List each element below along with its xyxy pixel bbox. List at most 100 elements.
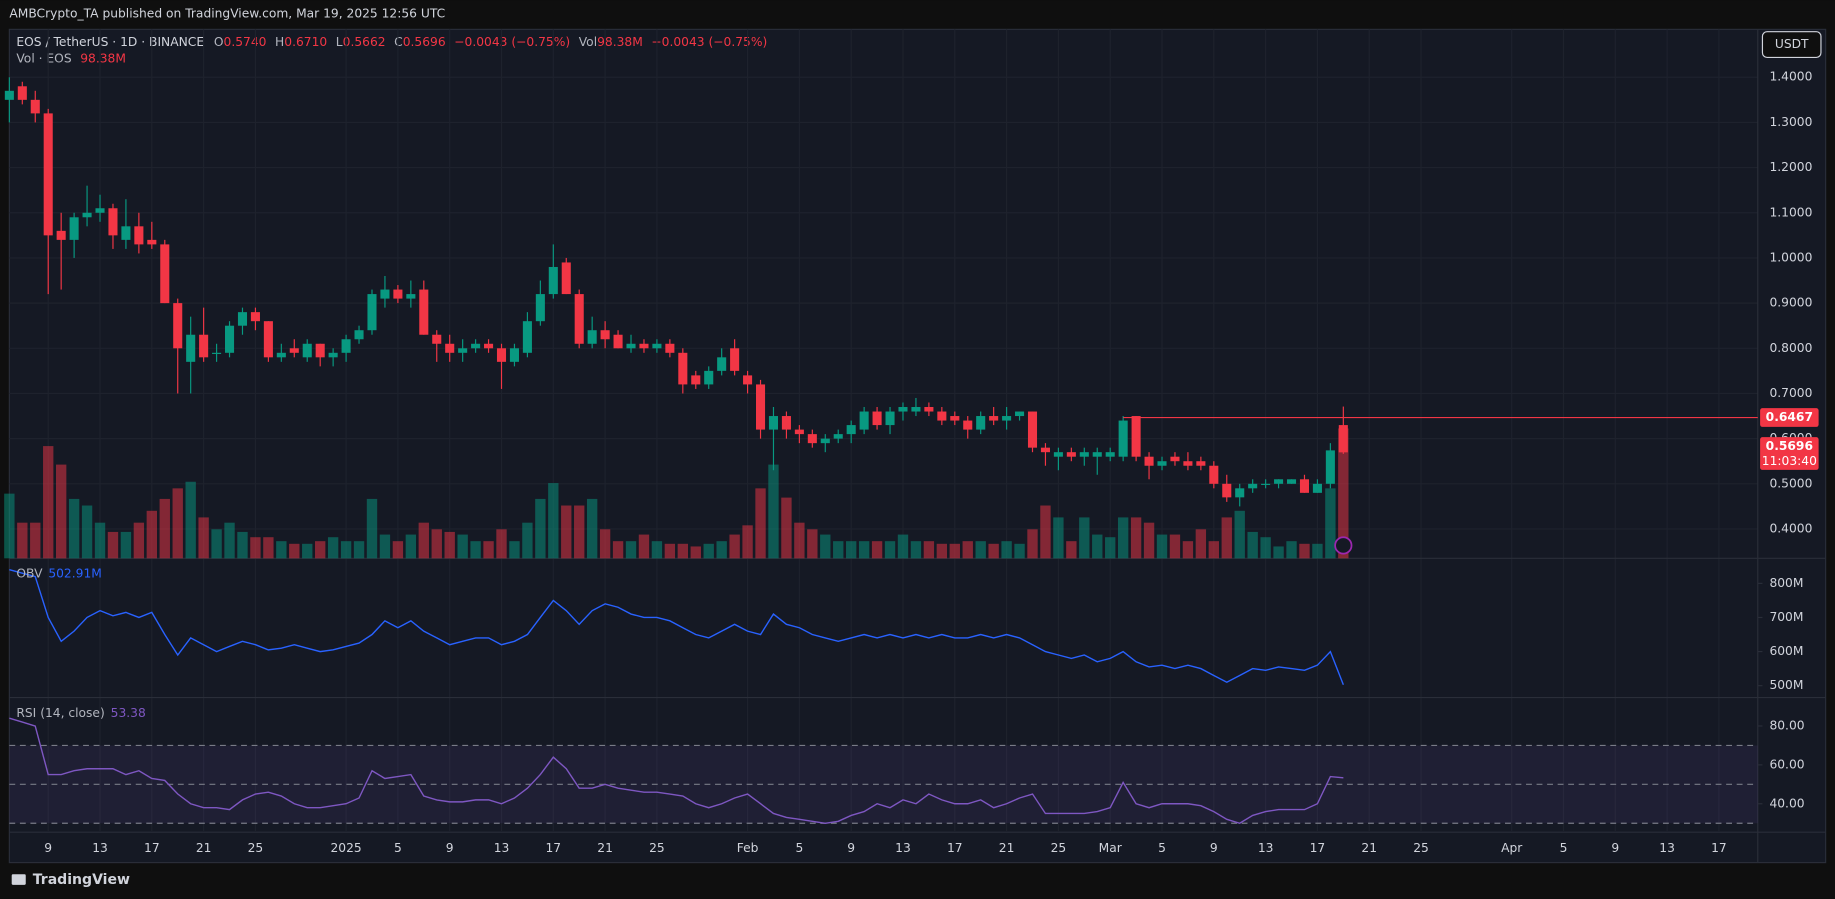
candle-body — [1274, 479, 1284, 484]
volume-bar — [302, 543, 313, 559]
indicator-value: 502.91M — [48, 566, 102, 580]
x-tick-label: 5 — [1560, 841, 1568, 855]
candle-body — [95, 208, 105, 213]
x-tick-label: 5 — [1158, 841, 1166, 855]
y-tick-label: 0.9000 — [1769, 296, 1812, 310]
x-tick-label: 21 — [196, 841, 212, 855]
volume-bar — [17, 522, 28, 559]
candle-body — [419, 289, 429, 335]
volume-bar — [120, 531, 132, 559]
candle-body — [781, 416, 791, 430]
candle-body — [1170, 456, 1180, 462]
candle-body — [302, 343, 312, 358]
volume-bar — [884, 541, 896, 559]
y-tick-label: 500M — [1769, 678, 1803, 692]
volume-bar — [625, 541, 637, 559]
volume-bar — [1325, 488, 1336, 559]
volume-bar — [897, 534, 909, 559]
candle-body — [496, 348, 507, 362]
candle-body — [458, 348, 468, 353]
y-tick-label: 1.4000 — [1769, 70, 1812, 84]
volume-bar — [1169, 534, 1181, 559]
volume-bar — [664, 543, 676, 559]
volume-bar — [1143, 522, 1155, 559]
candle-body — [989, 416, 999, 421]
y-tick-label: 800M — [1769, 576, 1803, 590]
volume-bar — [379, 534, 391, 559]
volume-bar — [353, 541, 365, 559]
volume-bar — [1027, 529, 1038, 559]
candle-body — [1222, 483, 1232, 498]
volume-bar — [988, 543, 999, 559]
x-tick-label: 5 — [394, 841, 402, 855]
indicator-line — [9, 717, 1344, 825]
candle-body — [1183, 461, 1193, 466]
candle-body — [561, 262, 571, 295]
volume-bar — [1014, 543, 1025, 559]
candle-body — [56, 230, 66, 240]
candle-body — [950, 416, 960, 421]
indicator-name: RSI (14, close) — [16, 705, 104, 719]
y-tick-label: 0.4000 — [1769, 521, 1812, 535]
volume-bar — [68, 498, 80, 559]
candle-body — [237, 312, 248, 326]
candle-body — [1209, 465, 1219, 484]
candle-body — [717, 357, 727, 371]
candle-body — [509, 348, 519, 362]
candle-body — [328, 352, 338, 358]
volume-bar — [535, 498, 546, 559]
candle-body — [354, 330, 364, 340]
volume-bar — [185, 481, 196, 559]
y-tick-label: 80.00 — [1769, 718, 1804, 732]
vol-change: −0.0043 (−0.75%) — [651, 35, 767, 49]
level-label: 0.6467 — [1766, 410, 1813, 424]
volume-bar — [1066, 541, 1077, 559]
x-tick-label: 25 — [1051, 841, 1067, 855]
volume-bar — [55, 464, 67, 559]
candle-body — [535, 294, 545, 322]
candle-body — [1248, 483, 1258, 489]
ohlc-value: 0.5696 — [403, 35, 446, 49]
candle-body — [963, 420, 973, 430]
x-tick-label: 25 — [649, 841, 665, 855]
candle-body — [652, 343, 662, 349]
candle-body — [937, 411, 947, 421]
ohlc-value: 0.5740 — [224, 35, 267, 49]
volume-bar — [703, 543, 714, 559]
candle-body — [691, 375, 701, 385]
volume-bar — [833, 541, 844, 559]
change: −0.0043 (−0.75%) — [454, 35, 570, 49]
candle-body — [924, 407, 934, 412]
candle-body — [600, 330, 610, 340]
x-tick-label: 13 — [494, 841, 510, 855]
candle-body — [639, 343, 649, 349]
candle-body — [898, 407, 908, 412]
volume-bar — [807, 529, 818, 559]
candle-body — [43, 113, 53, 236]
candle-body — [367, 294, 377, 331]
x-tick-label: 13 — [1659, 841, 1675, 855]
volume-bar — [768, 464, 779, 559]
volume-bar — [81, 505, 93, 559]
candle-body — [911, 407, 921, 412]
candle-body — [574, 294, 584, 344]
volume-bar — [496, 529, 507, 559]
indicator-value: 53.38 — [111, 705, 146, 719]
ohlc-key: O — [214, 35, 224, 49]
currency-button[interactable] — [1761, 31, 1822, 59]
alert-icon — [1334, 536, 1353, 555]
candle-body — [30, 99, 40, 114]
volume-bar — [509, 541, 520, 559]
candle-body — [846, 425, 856, 435]
x-tick-label: 17 — [947, 841, 963, 855]
y-tick-label: 1.0000 — [1769, 250, 1812, 264]
volume-bar — [923, 541, 935, 559]
ohlc-key: H — [275, 35, 284, 49]
candle-body — [885, 411, 895, 426]
candle-body — [665, 343, 675, 353]
candle-body — [276, 352, 286, 358]
volume-bar — [172, 488, 183, 559]
volume-bar — [1079, 517, 1090, 559]
currency-label[interactable]: USDT — [1775, 37, 1809, 51]
volume-bar — [250, 537, 261, 559]
